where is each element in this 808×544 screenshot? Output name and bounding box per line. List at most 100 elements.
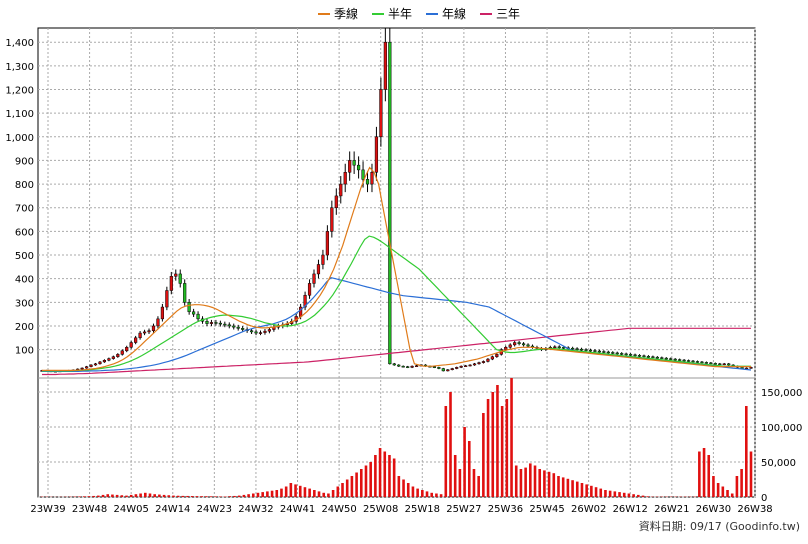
candle-body — [371, 172, 374, 184]
candle-body — [170, 276, 173, 290]
candle-body — [629, 354, 632, 355]
volume-bar — [543, 470, 546, 497]
volume-bar — [294, 484, 297, 497]
volume-bar — [369, 462, 372, 497]
legend-label: 三年 — [496, 7, 520, 21]
x-tick-label: 25W36 — [488, 504, 523, 515]
volume-bar — [318, 491, 321, 497]
volume-bar — [92, 496, 95, 497]
candle-body — [250, 331, 253, 332]
x-tick-label: 23W48 — [72, 504, 107, 515]
candle-body — [206, 321, 209, 323]
volume-bar — [360, 469, 363, 497]
volume-bar — [609, 491, 612, 497]
volume-bar — [125, 496, 128, 497]
candle-body — [415, 366, 418, 367]
volume-bar — [144, 493, 147, 497]
volume-bar — [449, 392, 452, 497]
volume-bar — [229, 496, 232, 497]
volume-bar — [430, 493, 433, 497]
volume-bar — [200, 496, 203, 497]
volume-bar — [172, 496, 175, 497]
volume-bar — [219, 496, 222, 497]
footer-credit: 資料日期: 09/17 (Goodinfo.tw) — [639, 518, 800, 534]
volume-bar — [266, 491, 269, 497]
candle-body — [255, 332, 258, 333]
volume-bar — [557, 476, 560, 497]
volume-bar — [332, 490, 335, 497]
volume-bar — [351, 476, 354, 497]
candle-body — [157, 319, 160, 326]
candle-body — [188, 302, 191, 311]
candle-body — [603, 352, 606, 353]
candle-body — [580, 349, 583, 350]
x-tick-label: 23W39 — [30, 504, 65, 515]
volume-bar — [459, 469, 462, 497]
volume-bar — [416, 489, 419, 497]
x-tick-label: 24W05 — [114, 504, 149, 515]
candle-body — [634, 355, 637, 356]
candle-body — [237, 327, 240, 328]
volume-bar — [186, 496, 189, 497]
x-tick-label: 26W21 — [654, 504, 689, 515]
volume-bar — [599, 489, 602, 497]
price-tick-label: 100 — [15, 346, 34, 357]
candle-body — [750, 367, 753, 368]
volume-bar — [346, 480, 349, 498]
candle-body — [491, 357, 494, 359]
candle-body — [451, 369, 454, 370]
volume-bar — [407, 483, 410, 497]
volume-bar — [393, 459, 396, 498]
volume-bar — [182, 496, 185, 497]
price-tick-label: 900 — [15, 156, 34, 167]
candle-body — [647, 356, 650, 357]
candle-body — [616, 353, 619, 354]
candle-body — [455, 367, 458, 368]
volume-bar — [130, 495, 133, 497]
volume-bar — [538, 469, 541, 497]
candle-body — [504, 347, 507, 349]
volume-bar — [261, 492, 264, 497]
candle-body — [594, 351, 597, 352]
volume-bar — [628, 494, 631, 498]
candle-body — [215, 322, 218, 323]
candle-body — [384, 42, 387, 89]
volume-bar — [515, 466, 518, 498]
x-tick-label: 26W02 — [571, 504, 606, 515]
x-tick-label: 24W23 — [197, 504, 232, 515]
volume-bar — [585, 484, 588, 497]
volume-bar — [275, 490, 278, 497]
candle-body — [317, 264, 320, 273]
candle-body — [482, 361, 485, 362]
volume-tick-label: 150,000 — [761, 388, 802, 399]
volume-bar — [308, 489, 311, 497]
volume-bar — [740, 469, 743, 497]
price-tick-label: 600 — [15, 227, 34, 238]
volume-bar — [524, 468, 527, 497]
volume-bar — [196, 496, 199, 497]
volume-bar — [313, 490, 316, 497]
price-tick-label: 500 — [15, 251, 34, 262]
candle-body — [108, 359, 111, 361]
volume-bar — [750, 452, 753, 498]
volume-bar — [707, 455, 710, 497]
price-tick-label: 300 — [15, 298, 34, 309]
volume-bar — [445, 406, 448, 497]
volume-bar — [153, 494, 156, 497]
volume-bar — [304, 487, 307, 497]
candle-body — [103, 360, 106, 362]
volume-bar — [576, 482, 579, 497]
volume-bar — [506, 399, 509, 497]
price-tick-label: 1,200 — [5, 85, 34, 96]
volume-bar — [388, 455, 391, 497]
candle-body — [522, 344, 525, 345]
volume-bar — [501, 406, 504, 497]
x-tick-label: 24W32 — [238, 504, 273, 515]
candle-body — [81, 368, 84, 369]
volume-bar — [646, 496, 649, 497]
candle-body — [85, 367, 88, 368]
candle-body — [611, 352, 614, 353]
candle-body — [380, 89, 383, 136]
volume-bar — [529, 463, 532, 497]
